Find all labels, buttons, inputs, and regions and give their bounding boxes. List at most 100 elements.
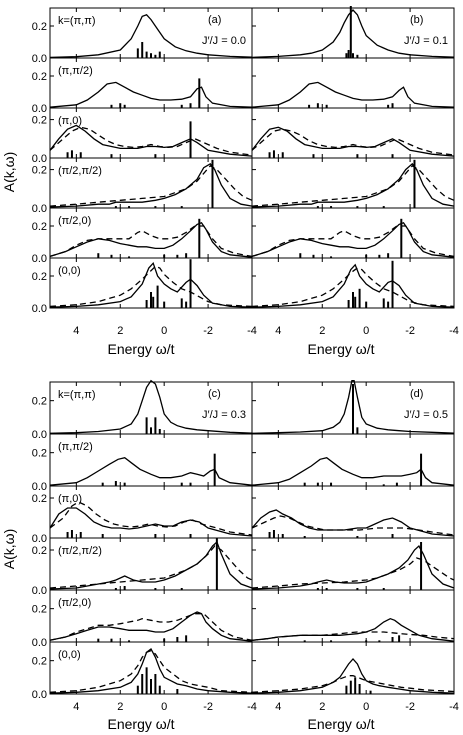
y-tick-label: 0.2 [32, 656, 47, 668]
solid-series-line [49, 261, 253, 308]
y-tick-label: 0.2 [32, 115, 47, 127]
k-point-label: (π,0) [58, 115, 82, 127]
dashed-series-line [251, 675, 455, 693]
x-axis-title-a: Energy ω/t [108, 341, 175, 357]
row-frame [251, 7, 455, 59]
coupling-ratio-label: J′/J = 0.5 [404, 409, 448, 421]
coupling-ratio-label: J′/J = 0.0 [202, 35, 246, 47]
x-tick-label: 2 [117, 325, 123, 337]
row-frame [251, 207, 455, 259]
panel-letter: (a) [208, 14, 221, 26]
x-tick-label: 2 [117, 701, 123, 713]
y-tick-label: 0.0 [32, 103, 47, 115]
x-axis-title-b: Energy ω/t [308, 341, 375, 357]
x-tick-label: 4 [73, 325, 79, 337]
x-tick-label: 4 [73, 701, 79, 713]
dashed-series-line [49, 613, 253, 641]
y-tick-label: 0.2 [32, 271, 47, 283]
panels-layer: 0.00.2 k=(π,π) (a)J′/J = 0.00.00.2 (π,π/2)0… [32, 6, 459, 713]
solid-series-line [251, 162, 455, 208]
x-axis-title-d: Energy ω/t [308, 716, 375, 732]
k-point-label: (π/2,π/2) [58, 165, 102, 177]
row-frame [251, 107, 455, 159]
k-point-label: (π,π/2) [58, 65, 93, 77]
y-tick-label: 0.0 [32, 203, 47, 215]
k-point-label: k=(π,π) [58, 15, 96, 27]
solid-series-line [251, 263, 455, 308]
y-tick-label: 0.2 [32, 165, 47, 177]
solid-series-line [251, 9, 455, 59]
solid-series-line [251, 617, 455, 642]
row-frame [251, 57, 455, 109]
panel-letter: (c) [208, 388, 221, 400]
solid-series-line [49, 456, 253, 486]
y-tick-label: 0.2 [32, 221, 47, 233]
y-tick-label: 0.2 [32, 493, 47, 505]
y-tick-label: 0.0 [32, 253, 47, 265]
x-tick-label: -2 [405, 701, 415, 713]
solid-series-line [251, 509, 455, 537]
k-point-label: (0,0) [58, 265, 81, 277]
y-tick-label: 0.0 [32, 585, 47, 597]
panel-d: (d) J′/J = 0.5 4 2 0 -2 -4 [251, 380, 459, 713]
k-point-label: (0,0) [58, 649, 81, 661]
row-frame [251, 433, 455, 487]
y-tick-label: 0.0 [32, 533, 47, 545]
k-point-label: (π/2,0) [58, 597, 91, 609]
x-tick-label: 4 [275, 701, 281, 713]
solid-series-line [49, 379, 253, 434]
x-tick-label: 4 [275, 325, 281, 337]
k-point-label: (π,0) [58, 493, 82, 505]
y-tick-label: 0.2 [32, 71, 47, 83]
solid-series-line [49, 162, 253, 208]
dashed-series-line [49, 225, 253, 258]
dashed-series-line [251, 164, 455, 207]
x-tick-label: -4 [247, 325, 257, 337]
panel-a: 0.00.2 k=(π,π) (a)J′/J = 0.00.00.2 (π,π/2)0… [32, 7, 257, 337]
y-axis-title-top: A(k,ω) [1, 152, 17, 192]
k-point-label: k=(π,π) [58, 389, 96, 401]
dashed-series-line [251, 128, 455, 156]
y-tick-label: 0.0 [32, 153, 47, 165]
x-tick-label: -2 [203, 701, 213, 713]
solid-series-line [251, 81, 455, 108]
x-tick-label: 0 [161, 701, 167, 713]
dashed-series-line [49, 501, 253, 536]
k-point-label: (π/2,0) [58, 215, 91, 227]
panel-c: 0.00.2k=(π,π) (c)J′/J = 0.30.00.2(π,π/2)0… [32, 379, 257, 713]
y-tick-label: 0.2 [32, 545, 47, 557]
y-tick-label: 0.2 [32, 448, 47, 460]
x-tick-label: -4 [247, 701, 257, 713]
dashed-series-line [49, 649, 253, 693]
solid-series-line [251, 658, 455, 694]
row-frame [251, 641, 455, 695]
solid-series-line [251, 456, 455, 486]
y-tick-label: 0.2 [32, 396, 47, 408]
solid-series-line [49, 648, 253, 694]
x-tick-label: 0 [161, 325, 167, 337]
dashed-series-line [251, 557, 455, 589]
solid-series-line [49, 14, 253, 59]
y-tick-label: 0.2 [32, 604, 47, 616]
x-tick-label: 2 [319, 325, 325, 337]
dashed-series-line [49, 265, 253, 308]
dashed-series-line [251, 631, 455, 641]
coupling-ratio-label: J′/J = 0.1 [404, 35, 448, 47]
y-tick-label: 0.0 [32, 637, 47, 649]
solid-series-line [49, 222, 253, 258]
solid-series-line [49, 124, 253, 157]
solid-series-line [251, 380, 455, 434]
x-tick-label: -4 [449, 701, 459, 713]
k-point-label: (π/2,π/2) [58, 545, 102, 557]
y-tick-label: 0.0 [32, 481, 47, 493]
solid-series-line [251, 544, 455, 590]
panel-b: (b) J′/J = 0.1 4 2 0 -2 -4 [251, 6, 459, 337]
dashed-series-line [49, 164, 253, 207]
solid-series-line [49, 540, 253, 590]
y-tick-label: 0.2 [32, 21, 47, 33]
solid-series-line [49, 81, 253, 108]
panel-letter: (b) [410, 14, 423, 26]
x-tick-label: -4 [449, 325, 459, 337]
x-tick-label: -2 [405, 325, 415, 337]
x-tick-label: 0 [363, 325, 369, 337]
